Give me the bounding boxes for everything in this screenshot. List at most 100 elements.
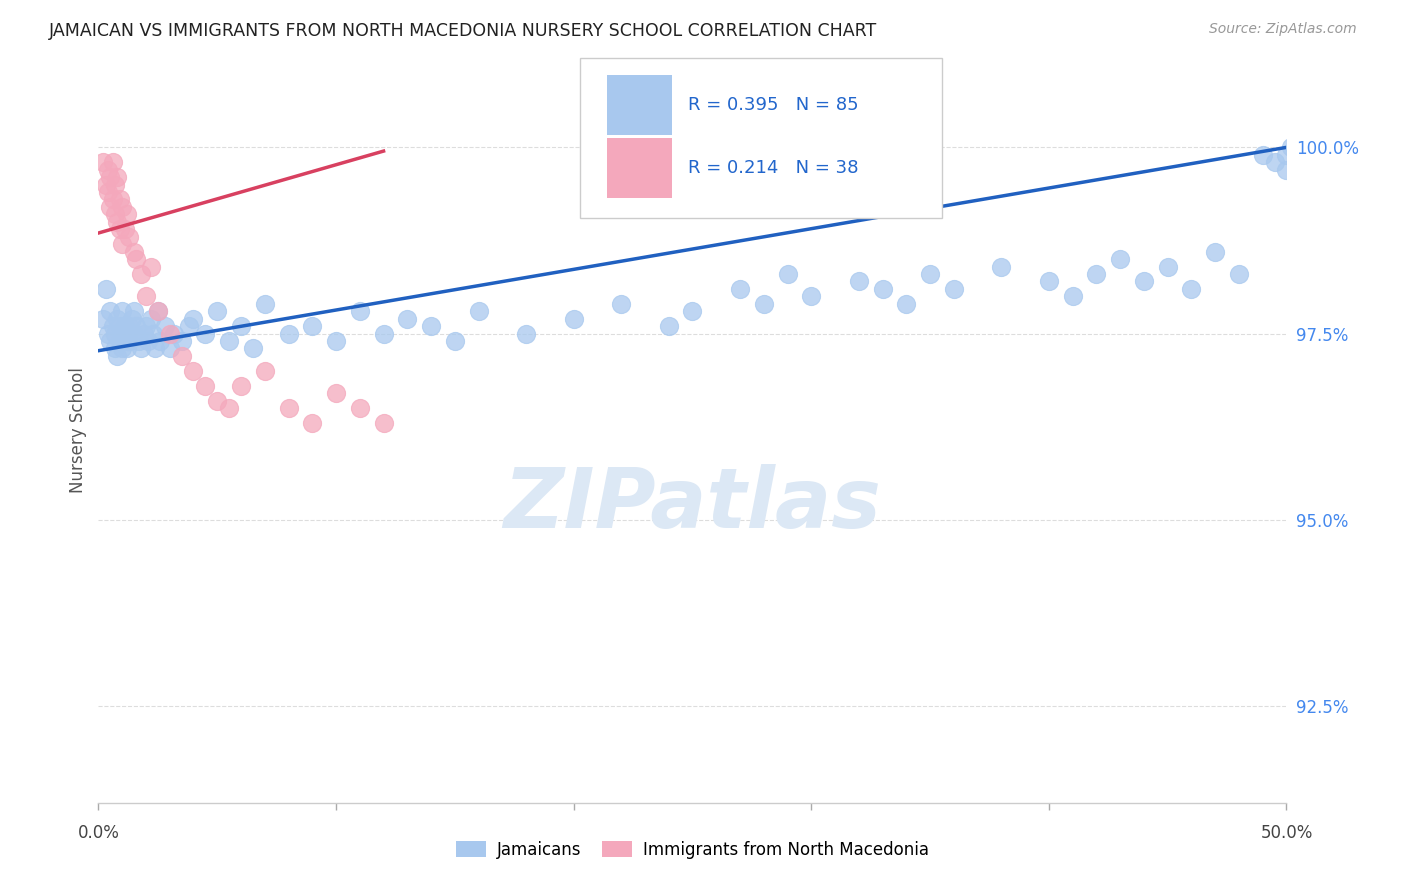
Point xyxy=(242,342,264,356)
Point xyxy=(1204,244,1226,259)
Text: 50.0%: 50.0% xyxy=(1260,823,1313,842)
Point xyxy=(467,304,489,318)
Point xyxy=(205,393,228,408)
Legend: Jamaicans, Immigrants from North Macedonia: Jamaicans, Immigrants from North Macedon… xyxy=(449,834,936,865)
Point xyxy=(146,304,169,318)
Point xyxy=(610,297,633,311)
Point xyxy=(118,319,141,334)
Point xyxy=(163,326,186,341)
Point xyxy=(301,319,323,334)
Point xyxy=(114,334,136,348)
Point xyxy=(1109,252,1132,266)
Text: ZIPatlas: ZIPatlas xyxy=(503,465,882,545)
Point xyxy=(396,311,419,326)
FancyBboxPatch shape xyxy=(607,138,672,197)
Point xyxy=(776,267,799,281)
Point xyxy=(170,349,193,363)
Point xyxy=(1251,148,1274,162)
Point xyxy=(1275,162,1298,177)
Point xyxy=(111,304,134,318)
Point xyxy=(115,207,138,221)
Point xyxy=(1279,140,1302,154)
Text: Source: ZipAtlas.com: Source: ZipAtlas.com xyxy=(1209,22,1357,37)
Point xyxy=(122,326,145,341)
Point xyxy=(253,364,276,378)
FancyBboxPatch shape xyxy=(607,75,672,135)
Point xyxy=(108,319,131,334)
Point xyxy=(301,416,323,430)
Point xyxy=(800,289,823,303)
Point xyxy=(146,304,169,318)
Point xyxy=(170,334,193,348)
Y-axis label: Nursery School: Nursery School xyxy=(69,368,87,493)
Point xyxy=(139,260,162,274)
Point xyxy=(1062,289,1084,303)
Point xyxy=(97,185,120,199)
Point xyxy=(129,267,152,281)
Point xyxy=(135,319,157,334)
Point xyxy=(990,260,1012,274)
Point xyxy=(125,252,148,266)
Point xyxy=(97,326,120,341)
Point xyxy=(108,334,131,348)
Point xyxy=(104,207,127,221)
Point xyxy=(107,170,129,185)
Point xyxy=(98,200,121,214)
Point xyxy=(115,326,138,341)
Point xyxy=(98,304,121,318)
Point xyxy=(107,215,129,229)
Point xyxy=(183,311,205,326)
Point xyxy=(114,319,136,334)
FancyBboxPatch shape xyxy=(579,58,942,219)
Point xyxy=(104,326,127,341)
Point xyxy=(183,364,205,378)
Point xyxy=(101,155,124,169)
Point xyxy=(115,342,138,356)
Point xyxy=(111,342,134,356)
Point xyxy=(149,334,172,348)
Point xyxy=(848,275,870,289)
Point xyxy=(444,334,467,348)
Point xyxy=(121,311,143,326)
Point xyxy=(111,200,134,214)
Point xyxy=(118,229,141,244)
Point xyxy=(135,289,157,303)
Point xyxy=(94,178,117,192)
Point xyxy=(681,304,703,318)
Point xyxy=(122,304,145,318)
Point xyxy=(194,326,217,341)
Point xyxy=(194,378,217,392)
Point xyxy=(108,222,131,236)
Point xyxy=(108,193,131,207)
Text: R = 0.395   N = 85: R = 0.395 N = 85 xyxy=(688,96,858,114)
Point xyxy=(277,326,299,341)
Point xyxy=(153,319,176,334)
Point xyxy=(142,326,165,341)
Point xyxy=(139,311,162,326)
Point xyxy=(122,244,145,259)
Point xyxy=(114,222,136,236)
Point xyxy=(1085,267,1108,281)
Point xyxy=(515,326,537,341)
Point xyxy=(97,162,120,177)
Point xyxy=(101,319,124,334)
Point xyxy=(129,342,152,356)
Point xyxy=(136,334,159,348)
Point xyxy=(349,304,371,318)
Point xyxy=(896,297,918,311)
Point xyxy=(1264,155,1286,169)
Point xyxy=(98,170,121,185)
Point xyxy=(107,349,129,363)
Point xyxy=(159,326,181,341)
Point xyxy=(128,334,150,348)
Point xyxy=(91,311,114,326)
Point xyxy=(1227,267,1250,281)
Point xyxy=(373,326,395,341)
Point xyxy=(229,319,252,334)
Point xyxy=(1156,260,1178,274)
Point xyxy=(94,282,117,296)
Point xyxy=(218,401,240,415)
Point xyxy=(562,311,585,326)
Text: 0.0%: 0.0% xyxy=(77,823,120,842)
Text: R = 0.214   N = 38: R = 0.214 N = 38 xyxy=(688,159,858,177)
